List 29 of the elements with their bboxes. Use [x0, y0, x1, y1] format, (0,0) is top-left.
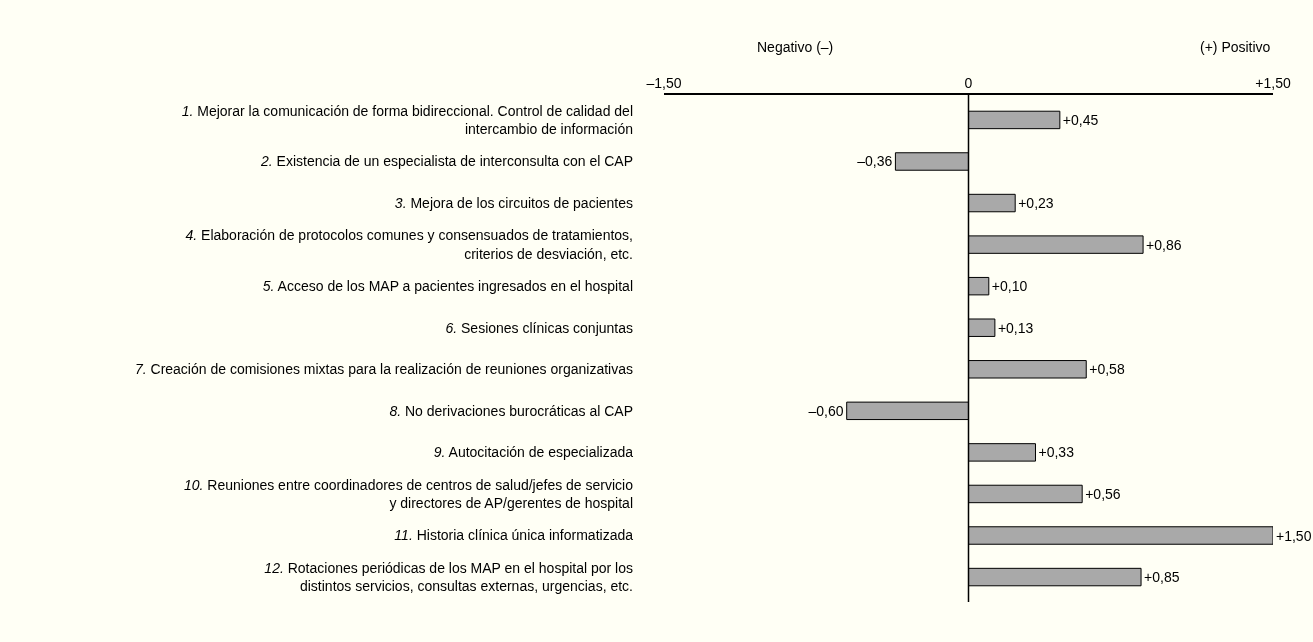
x-tick-label: 0 — [964, 74, 973, 91]
y-tick-label: 10. Reuniones entre coordinadores de centros de salud/jefes de servicio y directores de AP/gerentes de hospital — [183, 476, 634, 511]
data-label: +0,58 — [1089, 361, 1125, 378]
y-tick-label: 9. Autocitación de especializada — [433, 444, 634, 461]
data-label: +0,13 — [997, 319, 1034, 336]
data-label: +1,50 — [1276, 527, 1312, 544]
data-label: +0,86 — [1146, 236, 1182, 253]
data-label: +0,23 — [1018, 195, 1054, 212]
y-tick-label: 5. Acceso de los MAP a pacientes ingresados en el hospital — [262, 278, 633, 295]
text: (+) Positivo — [1200, 39, 1271, 55]
data-label: +0,85 — [1144, 569, 1180, 586]
y-tick-label: 6. Sesiones clínicas conjuntas — [445, 319, 633, 336]
y-tick-label: 7. Creación de comisiones mixtas para la realización de reuniones organizativas — [134, 361, 633, 378]
y-tick-label: 11. Historia clínica única informatizada — [394, 527, 634, 544]
y-tick-label: 1. Mejorar la comunicación de forma bidireccional. Control de calidad del intercambio de información — [181, 102, 633, 137]
y-tick-label: 8. No derivaciones burocráticas al CAP — [389, 402, 633, 419]
data-label: +0,10 — [991, 278, 1028, 295]
data-label: +0,33 — [1038, 444, 1075, 461]
data-label: –0,60 — [808, 402, 844, 419]
y-tick-label: 4. Elaboración de protocolos comunes y consensuados de tratamientos, criterios de desviación, etc. — [185, 227, 633, 262]
data-label: +0,56 — [1085, 485, 1121, 502]
y-tick-label: 3. Mejora de los circuitos de pacientes — [394, 194, 633, 211]
data-label: –0,36 — [857, 153, 893, 170]
y-tick-label: 12. Rotaciones periódicas de los MAP en el hospital por los distintos servicios, consultas externas, urgencias, etc. — [264, 559, 633, 595]
x-tick-label: +1,50 — [1255, 74, 1291, 91]
x-tick-label: –1,50 — [646, 74, 682, 91]
text: Negativo (–) — [757, 39, 834, 55]
data-label: +0,45 — [1062, 111, 1099, 128]
y-tick-label: 2. Existencia de un especialista de interconsulta con el CAP — [259, 153, 633, 170]
